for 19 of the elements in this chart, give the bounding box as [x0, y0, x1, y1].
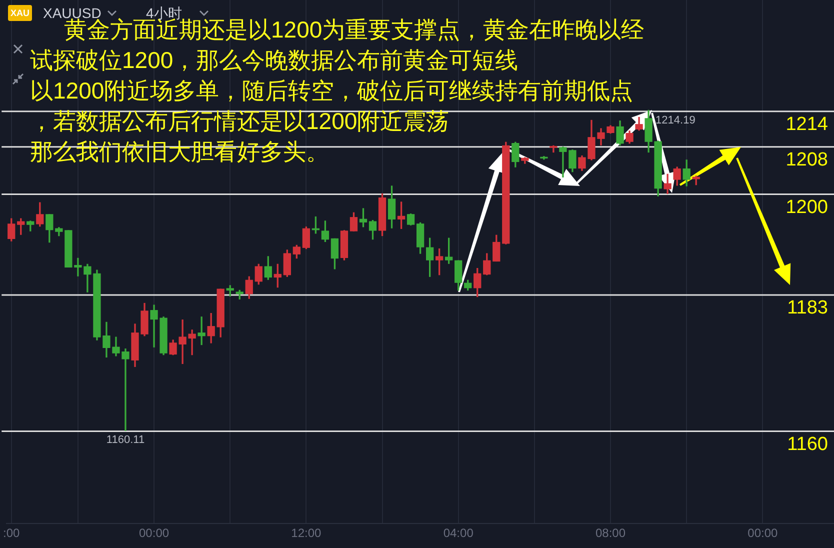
ref-line-label: 1208: [786, 150, 828, 171]
ref-line-label: 1214: [786, 114, 828, 136]
annotation: 试探破位1200，那么今晚数据公布前黄金可短线: [30, 46, 518, 73]
candlestick: [198, 316, 206, 346]
annotation: 1214.19: [656, 114, 696, 126]
ref-line-label: 1183: [787, 298, 828, 319]
x-tick-label: 04:00: [443, 526, 474, 540]
x-tick-label: 00:00: [139, 526, 170, 540]
annotation: 1160.11: [106, 434, 145, 446]
symbol-badge-icon: XAU: [8, 5, 32, 21]
chart-subtitle: 4小时: [146, 4, 182, 21]
x-tick-label: 00:00: [748, 526, 778, 540]
x-tick-label: :00: [3, 526, 20, 540]
annotation: 以1200附近场多单，随后转空，破位后可继续持有前期低点: [30, 78, 634, 104]
x-tick-label: 08:00: [595, 526, 626, 540]
annotation: ，若数据公布后行情还是以1200附近震荡: [30, 108, 450, 134]
x-tick-label: 12:00: [291, 526, 322, 540]
ref-line-label: 1160: [787, 434, 828, 455]
ref-line-label: 1200: [786, 197, 828, 218]
